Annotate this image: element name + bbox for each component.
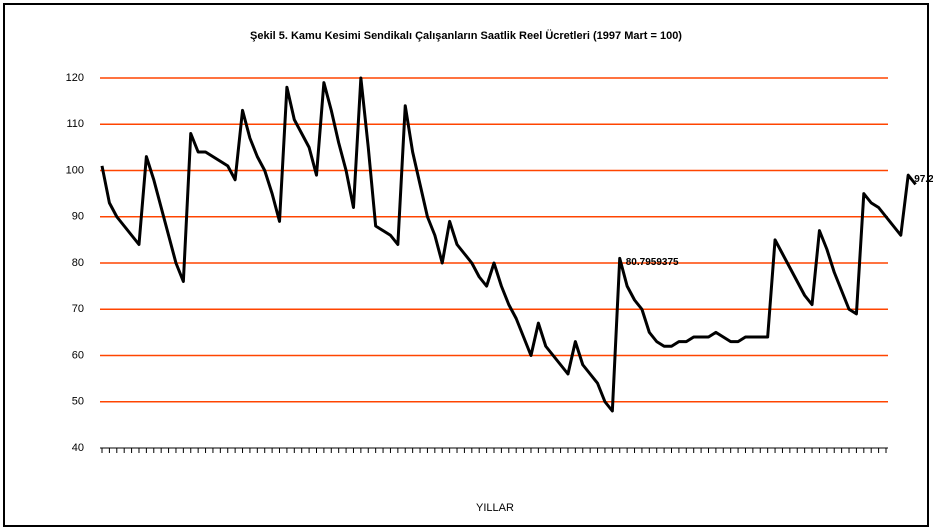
y-tick-label: 100: [66, 164, 84, 176]
y-tick-label: 40: [72, 442, 84, 454]
y-tick-label: 80: [72, 257, 84, 269]
chart-title: Şekil 5. Kamu Kesimi Sendikalı Çalışanla…: [250, 29, 682, 42]
line-series: [100, 76, 917, 413]
annotation: 80.7959375: [626, 257, 679, 268]
y-tick-label: 60: [72, 349, 84, 361]
y-tick-label: 90: [72, 211, 84, 223]
y-tick-label: 120: [66, 72, 84, 84]
y-tick-label: 70: [72, 303, 84, 315]
y-tick-label: 110: [66, 118, 84, 130]
x-axis-label: YILLAR: [476, 502, 514, 514]
y-tick-label: 50: [72, 396, 84, 408]
annotation: 97.2453714: [914, 174, 933, 185]
